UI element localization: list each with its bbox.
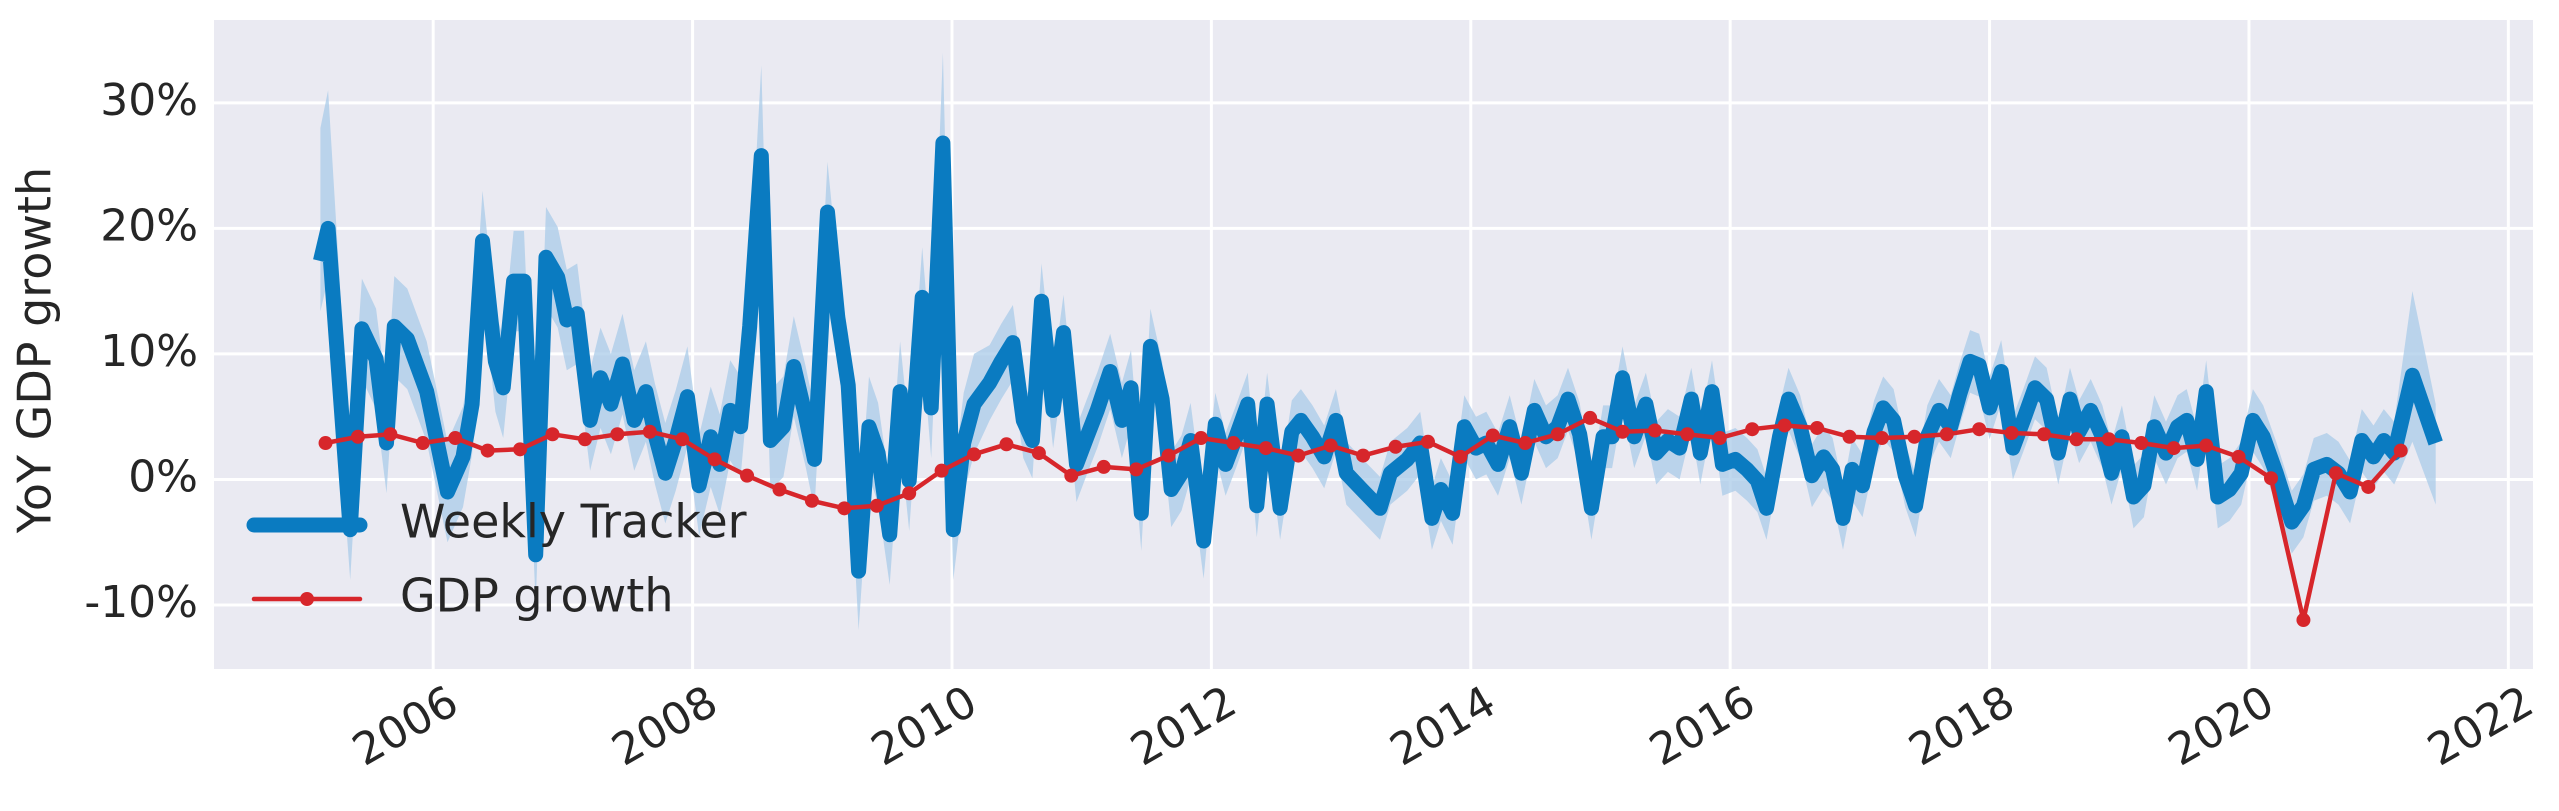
point-marker: [2134, 436, 2149, 451]
point-marker: [1583, 410, 1598, 425]
y-tick-label: -10%: [84, 577, 198, 628]
series-line: [313, 135, 2443, 579]
point-marker: [1096, 459, 1111, 474]
point-marker: [1647, 423, 1662, 438]
point-marker: [1323, 438, 1338, 453]
point-marker: [1777, 418, 1792, 433]
point-marker: [2264, 471, 2279, 486]
y-tick-label: 10%: [100, 326, 198, 377]
point-marker: [2037, 427, 2052, 442]
point-marker: [869, 498, 884, 513]
point-marker: [383, 427, 398, 442]
x-tick-label: 2008: [604, 676, 726, 776]
point-marker: [1874, 431, 1889, 446]
legend-label: GDP growth: [400, 569, 673, 623]
point-marker: [415, 436, 430, 451]
point-marker: [902, 486, 917, 501]
point-marker: [350, 429, 365, 444]
plot-area: [313, 52, 2443, 631]
x-tick-label: 2012: [1122, 676, 1244, 776]
point-marker: [999, 437, 1014, 452]
point-marker: [1356, 448, 1371, 463]
point-marker: [967, 447, 982, 462]
point-marker: [2296, 613, 2311, 628]
point-marker: [1518, 436, 1533, 451]
point-marker: [934, 463, 949, 478]
point-marker: [1842, 429, 1857, 444]
point-marker: [1161, 448, 1176, 463]
point-marker: [1810, 420, 1825, 435]
y-axis-label: YoY GDP growth: [8, 167, 62, 534]
point-marker: [513, 442, 528, 457]
point-marker: [1972, 422, 1987, 437]
point-marker: [2166, 441, 2181, 456]
y-tick-label: 20%: [100, 200, 198, 251]
point-marker: [740, 468, 755, 483]
x-tick-label: 2014: [1382, 676, 1504, 776]
legend-label: Weekly Tracker: [400, 495, 747, 549]
point-marker: [545, 427, 560, 442]
point-marker: [1680, 427, 1695, 442]
point-marker: [448, 431, 463, 446]
y-tick-label: 30%: [100, 75, 198, 126]
point-marker: [675, 432, 690, 447]
point-marker: [837, 501, 852, 516]
x-tick-label: 2016: [1641, 676, 1763, 776]
point-marker: [577, 432, 592, 447]
point-marker: [2069, 432, 2084, 447]
point-marker: [610, 427, 625, 442]
x-tick-label: 2006: [344, 676, 466, 776]
x-tick-label: 2020: [2160, 676, 2282, 776]
point-marker: [1939, 427, 1954, 442]
point-marker: [2393, 443, 2408, 458]
point-marker: [2199, 438, 2214, 453]
point-marker: [1712, 431, 1727, 446]
point-marker: [804, 493, 819, 508]
point-marker: [1194, 431, 1209, 446]
point-marker: [1388, 439, 1403, 454]
point-marker: [1420, 434, 1435, 449]
x-tick-label: 2022: [2419, 676, 2541, 776]
y-tick-label: 0%: [128, 451, 198, 502]
point-marker: [2004, 426, 2019, 440]
point-marker: [318, 436, 333, 451]
point-marker: [1453, 449, 1468, 464]
point-marker: [1550, 427, 1565, 442]
point-marker: [2328, 466, 2343, 481]
point-marker: [1226, 436, 1241, 451]
x-tick-label: 2010: [863, 676, 985, 776]
point-marker: [1129, 462, 1144, 477]
x-tick-label: 2018: [1901, 676, 2023, 776]
point-marker: [2361, 479, 2376, 494]
point-marker: [1485, 428, 1500, 443]
point-marker: [2101, 432, 2116, 447]
point-marker: [1291, 448, 1306, 463]
point-marker: [1258, 441, 1273, 456]
point-marker: [1031, 446, 1046, 461]
point-marker: [1615, 424, 1630, 439]
point-marker: [707, 452, 722, 467]
point-marker: [480, 443, 495, 458]
legend-marker: [300, 592, 314, 606]
point-marker: [642, 424, 657, 439]
point-marker: [1064, 468, 1079, 483]
point-marker: [772, 482, 787, 497]
point-marker: [2231, 449, 2246, 464]
point-marker: [1907, 429, 1922, 444]
point-marker: [1745, 422, 1760, 437]
